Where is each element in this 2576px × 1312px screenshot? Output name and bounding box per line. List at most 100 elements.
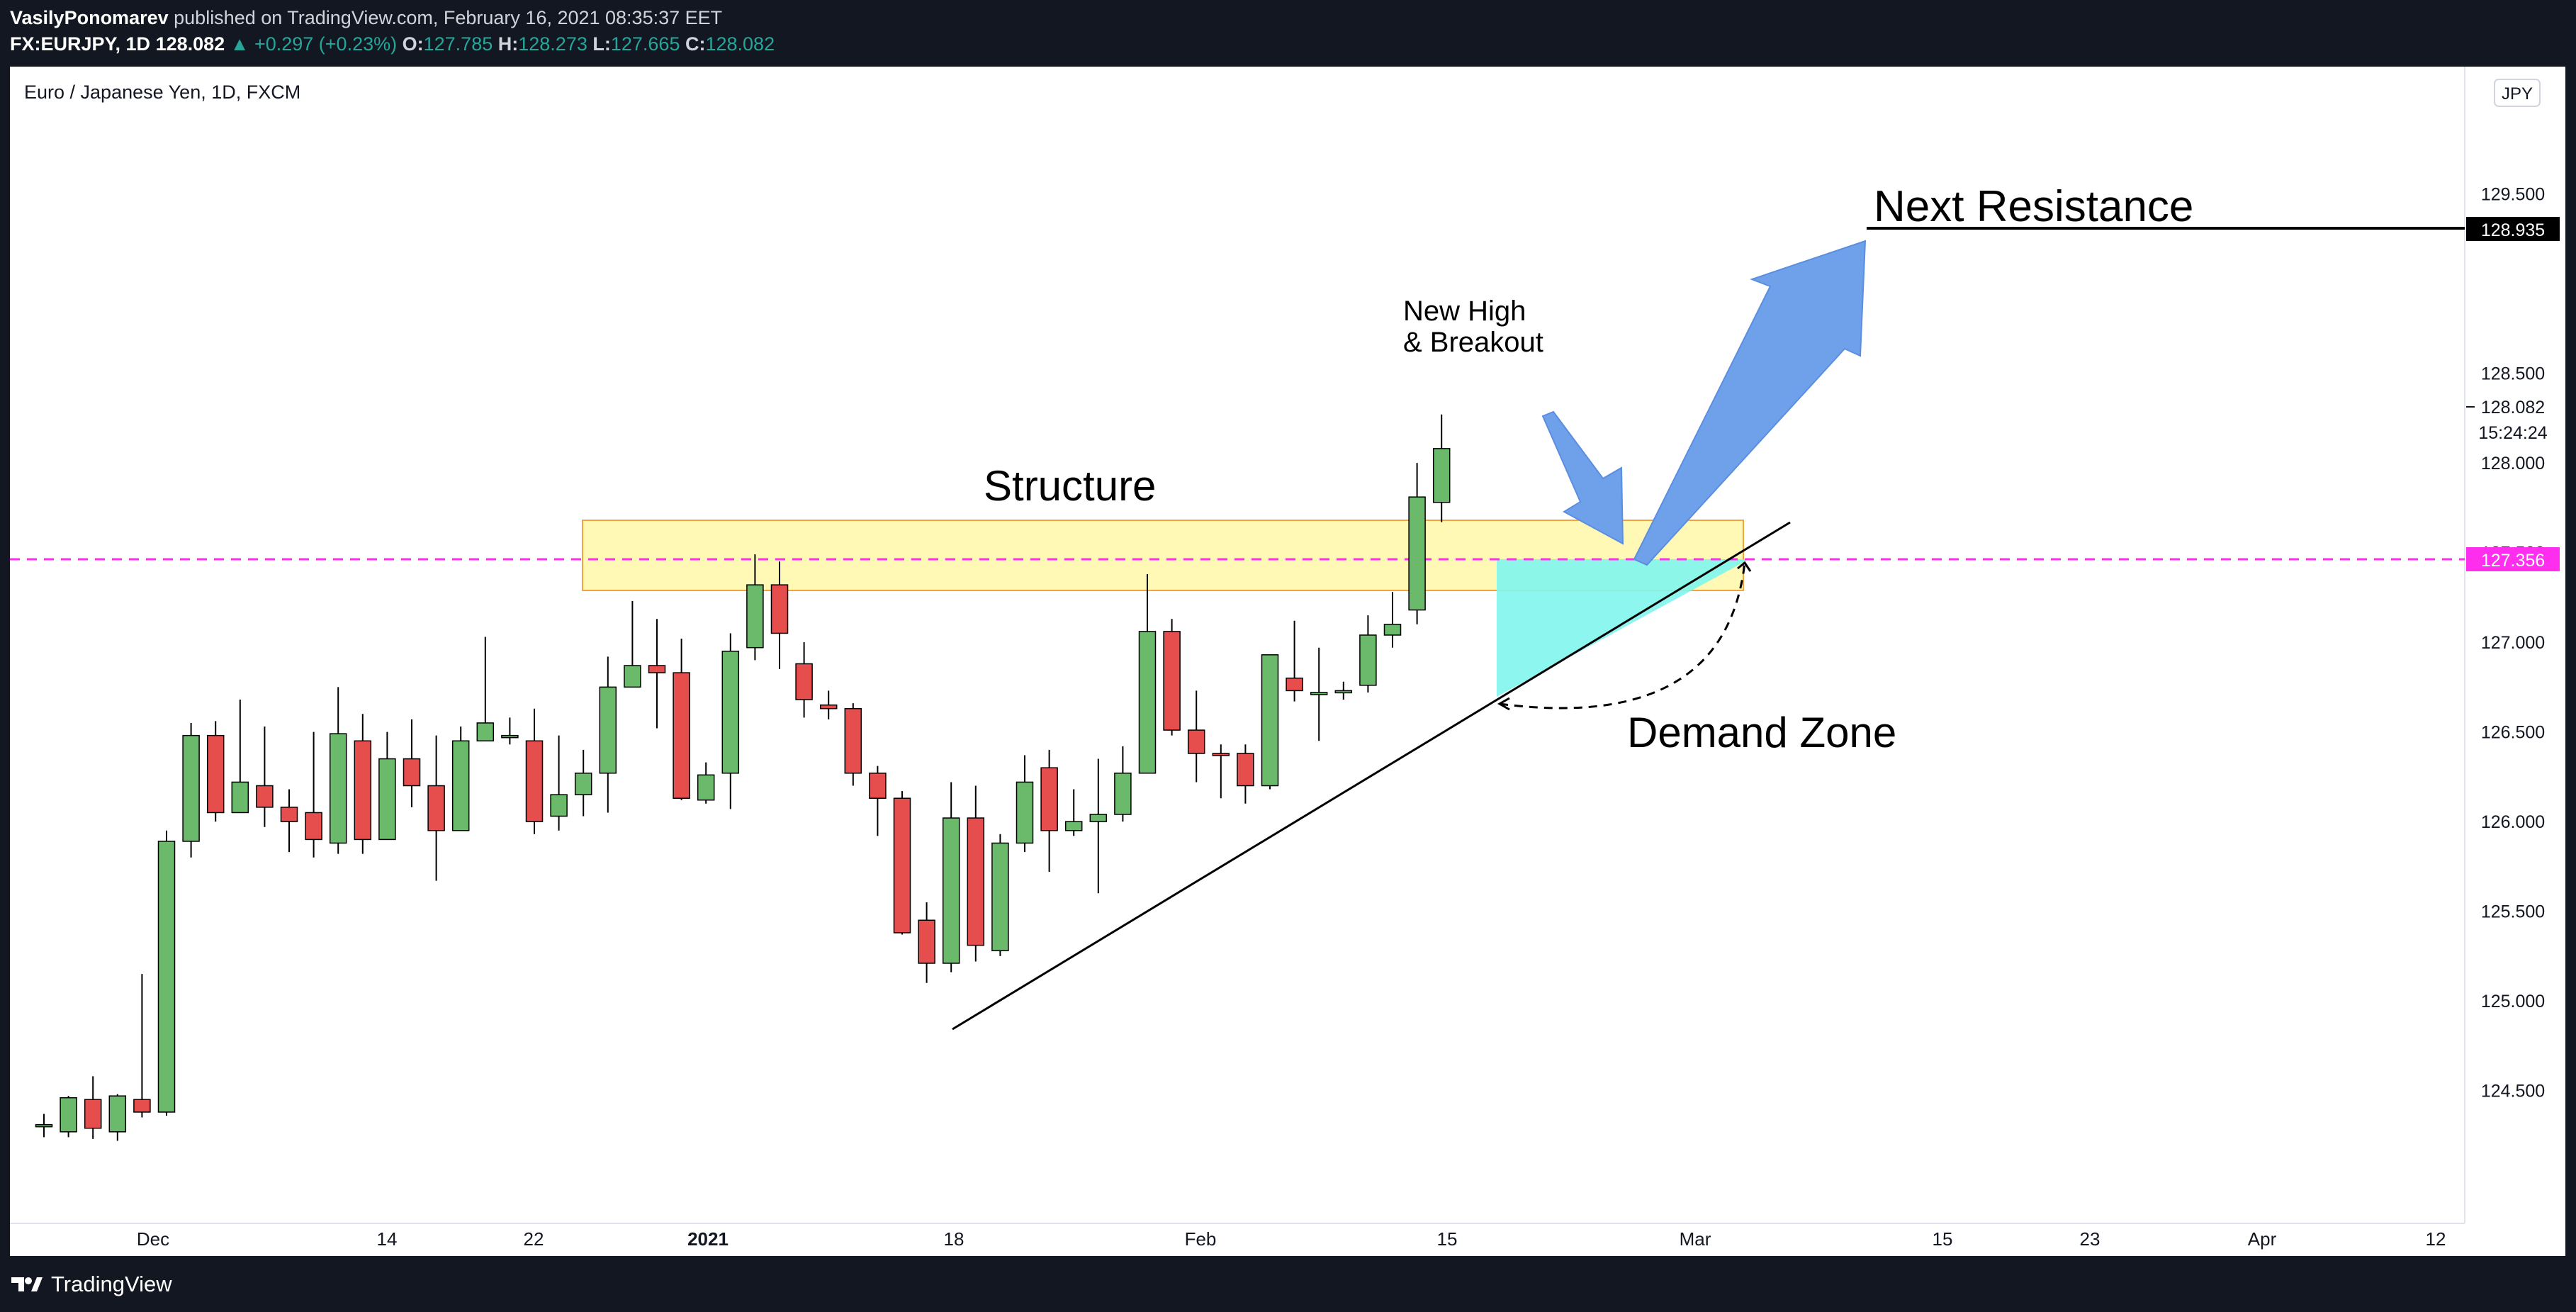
new-high-label-line1[interactable]: New High [1403, 296, 1526, 327]
candle-down[interactable] [206, 734, 225, 814]
candle-down[interactable] [819, 704, 838, 710]
ohlc-bar: FX:EURJPY, 1D 128.082 ▲ +0.297 (+0.23%) … [10, 33, 775, 55]
candle-up[interactable] [329, 733, 347, 844]
structure-price-label: 127.356 [2481, 551, 2545, 571]
candle-down[interactable] [133, 1099, 151, 1113]
low-value: 127.665 [610, 33, 680, 55]
price-axis[interactable]: 129.500128.500128.000127.500127.000126.5… [2481, 185, 2545, 1101]
candle-up[interactable] [231, 781, 249, 814]
candle-up[interactable] [1310, 692, 1328, 695]
candle-up[interactable] [599, 686, 617, 774]
time-tick-label: 12 [2426, 1228, 2446, 1250]
candle-down[interactable] [427, 785, 445, 831]
candle-up[interactable] [1359, 634, 1377, 686]
candle-down[interactable] [354, 740, 372, 841]
resistance-price-label: 128.935 [2481, 220, 2545, 240]
candle-down[interactable] [305, 812, 322, 841]
candle-down[interactable] [844, 707, 862, 774]
candle-up[interactable] [991, 842, 1009, 952]
time-tick-label: 15 [1437, 1228, 1458, 1250]
candle-down[interactable] [795, 663, 813, 700]
candle-up[interactable] [60, 1097, 77, 1133]
candle-up[interactable] [451, 740, 470, 831]
candle-down[interactable] [1163, 631, 1181, 731]
trendline[interactable] [952, 521, 1791, 1031]
candle-down[interactable] [1286, 677, 1303, 692]
candle-up[interactable] [624, 665, 641, 688]
candle-up[interactable] [35, 1123, 53, 1128]
price-tick-label: 129.500 [2481, 185, 2545, 205]
candle-down[interactable] [525, 740, 544, 822]
low-label: L: [592, 33, 611, 55]
chart-area[interactable]: Euro / Japanese Yen, 1D, FXCM JPY Next R… [10, 67, 2565, 1256]
price-tick-label: 124.500 [2481, 1082, 2545, 1101]
candle-down[interactable] [1237, 753, 1254, 787]
candle-down[interactable] [918, 919, 935, 964]
price-tick-label: 125.000 [2481, 992, 2545, 1011]
next-resistance-label[interactable]: Next Resistance [1874, 182, 2193, 231]
price-tick-label: 128.500 [2481, 364, 2545, 384]
brand-label: TradingView [51, 1272, 172, 1296]
candle-down[interactable] [1040, 767, 1058, 831]
countdown-label: 15:24:24 [2478, 423, 2547, 443]
last-price-label: 128.082 [2481, 398, 2545, 417]
open-value: 127.785 [423, 33, 493, 55]
candle-down[interactable] [403, 758, 421, 787]
candle-up[interactable] [550, 794, 568, 817]
candle-down[interactable] [869, 773, 887, 799]
candle-up[interactable] [721, 651, 740, 774]
candle-down[interactable] [280, 807, 298, 822]
candle-up[interactable] [942, 817, 960, 964]
currency-badge[interactable] [2494, 79, 2541, 107]
currency-badge-label: JPY [2502, 84, 2533, 103]
candle-up[interactable] [1432, 448, 1451, 503]
candle-down[interactable] [84, 1099, 102, 1129]
candle-up[interactable] [746, 584, 764, 649]
candle-up[interactable] [157, 841, 176, 1113]
candle-up[interactable] [697, 774, 715, 801]
candles-group [35, 414, 1451, 1141]
candle-up[interactable] [1064, 821, 1083, 831]
candle-up[interactable] [1089, 814, 1108, 822]
pullback-arrow-icon[interactable] [1541, 410, 1624, 545]
candle-up[interactable] [1138, 631, 1157, 774]
candle-up[interactable] [1261, 654, 1279, 787]
close-value: 128.082 [705, 33, 775, 55]
new-high-label-line2[interactable]: & Breakout [1403, 327, 1543, 358]
candle-up[interactable] [1383, 624, 1402, 636]
candle-down[interactable] [1187, 729, 1205, 754]
candle-up[interactable] [182, 734, 200, 842]
tradingview-logo-icon [11, 1277, 43, 1291]
candle-down[interactable] [1212, 753, 1230, 756]
candle-up[interactable] [378, 758, 396, 841]
time-tick-label: 15 [1933, 1228, 1953, 1250]
candle-up[interactable] [1016, 781, 1034, 844]
candle-up[interactable] [501, 734, 519, 739]
candle-down[interactable] [256, 785, 274, 808]
candle-up[interactable] [476, 722, 495, 742]
candle-up[interactable] [1408, 496, 1426, 611]
up-triangle-icon: ▲ [230, 33, 249, 55]
candle-up[interactable] [108, 1095, 127, 1133]
candlestick-chart[interactable]: Euro / Japanese Yen, 1D, FXCM JPY Next R… [10, 67, 2565, 1256]
open-label: O: [402, 33, 424, 55]
candle-up[interactable] [1334, 690, 1353, 694]
candle-down[interactable] [673, 672, 690, 799]
candle-down[interactable] [770, 584, 789, 634]
time-tick-label: Feb [1185, 1228, 1217, 1250]
demand-zone-label[interactable]: Demand Zone [1627, 709, 1896, 756]
candle-up[interactable] [1114, 773, 1132, 815]
candle-down[interactable] [893, 797, 911, 933]
structure-label[interactable]: Structure [984, 462, 1156, 510]
breakout-arrow-icon[interactable] [1633, 240, 1867, 566]
candle-up[interactable] [574, 773, 592, 795]
candle-down[interactable] [967, 817, 985, 946]
footer-bar: TradingView [0, 1256, 2576, 1312]
tradingview-brand[interactable]: TradingView [10, 1272, 172, 1297]
time-axis[interactable]: Dec 14 22 2021 18 Feb 15 Mar 15 23 Apr 12 [137, 1228, 2446, 1250]
author-name[interactable]: VasilyPonomarev [10, 7, 169, 28]
last-price: 128.082 [155, 33, 225, 55]
resistance-price-tag [2466, 217, 2560, 241]
price-tick-label: 126.500 [2481, 723, 2545, 743]
candle-down[interactable] [648, 665, 666, 673]
